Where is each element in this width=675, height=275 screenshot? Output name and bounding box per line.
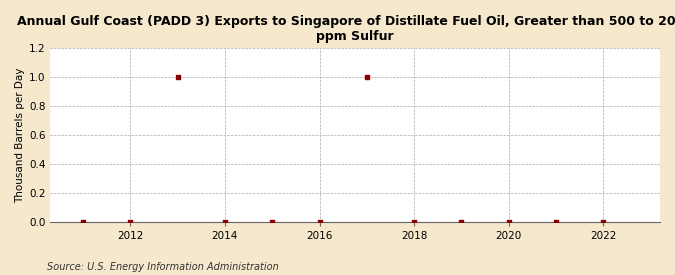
Point <box>504 220 514 225</box>
Point <box>219 220 230 225</box>
Point <box>361 75 372 79</box>
Point <box>598 220 609 225</box>
Y-axis label: Thousand Barrels per Day: Thousand Barrels per Day <box>15 68 25 203</box>
Point <box>408 220 419 225</box>
Point <box>267 220 277 225</box>
Text: Source: U.S. Energy Information Administration: Source: U.S. Energy Information Administ… <box>47 262 279 272</box>
Point <box>551 220 562 225</box>
Point <box>78 220 88 225</box>
Point <box>125 220 136 225</box>
Title: Annual Gulf Coast (PADD 3) Exports to Singapore of Distillate Fuel Oil, Greater : Annual Gulf Coast (PADD 3) Exports to Si… <box>17 15 675 43</box>
Point <box>456 220 467 225</box>
Point <box>314 220 325 225</box>
Point <box>172 75 183 79</box>
